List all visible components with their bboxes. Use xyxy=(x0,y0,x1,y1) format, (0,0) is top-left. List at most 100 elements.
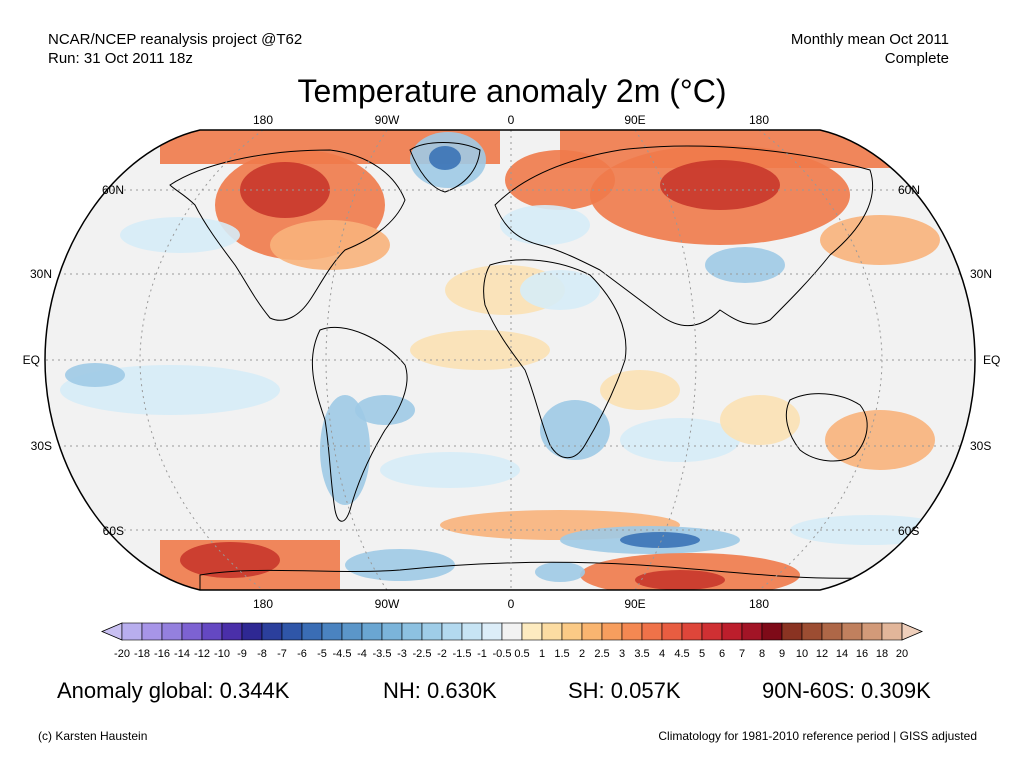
colorbar-tick-label: -3.5 xyxy=(373,648,392,660)
colorbar-tick-label: -3 xyxy=(397,648,407,660)
meridian-180e xyxy=(758,130,883,590)
anomaly-scandinavia-warm xyxy=(505,150,615,210)
anomaly-npacific-cool xyxy=(120,217,240,253)
axis-labels: 180 90W 0 90E 180 180 90W 0 90E 180 60N … xyxy=(23,113,1001,611)
anomaly-weddell-cool xyxy=(345,549,455,581)
map-area xyxy=(45,130,975,590)
colorbar-tick-label: -2 xyxy=(437,648,447,660)
colorbar-swatch xyxy=(541,622,563,641)
colorbar-swatch xyxy=(801,622,823,641)
lat-label-left-30n: 30N xyxy=(30,267,52,281)
colorbar-swatch xyxy=(621,622,643,641)
colorbar-swatch xyxy=(501,622,523,641)
colorbar-swatch xyxy=(141,622,163,641)
model-info: NCAR/NCEP reanalysis project @T62 xyxy=(48,31,303,48)
colorbar-swatch xyxy=(761,622,783,641)
anomaly-usa-warm xyxy=(270,220,390,270)
anomaly-africa-north-cool xyxy=(520,270,600,310)
coastline-south-america xyxy=(311,326,408,522)
globe-outline xyxy=(44,129,976,591)
coastline-australia xyxy=(785,393,868,462)
colorbar-swatch xyxy=(881,622,903,641)
status-info: Complete xyxy=(884,50,949,67)
lon-label-top-3: 90E xyxy=(624,113,645,127)
stat-sh: SH: 0.057K xyxy=(568,678,681,703)
header-right: Monthly mean Oct 2011 Complete xyxy=(791,30,949,68)
anomaly-antarctica-east-strong xyxy=(635,570,725,590)
colorbar-swatch xyxy=(341,622,363,641)
colorbar-swatch xyxy=(661,622,683,641)
colorbar-max-arrow xyxy=(901,622,924,641)
lon-label-top-0: 180 xyxy=(253,113,273,127)
lat-label-left-60n: 60N xyxy=(102,183,124,197)
colorbar-swatch xyxy=(321,622,343,641)
colorbar-tick-label: 3 xyxy=(619,648,625,660)
anomaly-australia-east-warm xyxy=(825,410,935,470)
stat-band: 90N-60S: 0.309K xyxy=(762,678,931,703)
lat-label-left-eq: EQ xyxy=(23,353,40,367)
colorbar-tick-label: 1.5 xyxy=(554,648,569,660)
run-info: Run: 31 Oct 2011 18z xyxy=(48,50,193,67)
colorbar-swatch xyxy=(681,622,703,641)
coastline-north-america xyxy=(169,149,406,321)
colorbar-swatch xyxy=(781,622,803,641)
colorbar-tick-label: 5 xyxy=(699,648,705,660)
colorbar-swatch xyxy=(181,622,203,641)
coastline-greenland xyxy=(409,142,481,193)
colorbar-swatch xyxy=(241,622,263,641)
colorbar-swatch xyxy=(701,622,723,641)
colorbar-tick-label: -8 xyxy=(257,648,267,660)
colorbar-swatch xyxy=(741,622,763,641)
colorbar-tick-label: -1.5 xyxy=(453,648,472,660)
lon-label-bottom-0: 180 xyxy=(253,597,273,611)
colorbar-swatch xyxy=(721,622,743,641)
colorbar-swatch xyxy=(121,622,143,641)
colorbar-min-arrow xyxy=(100,622,123,641)
colorbar-swatch xyxy=(381,622,403,641)
meridian-90e xyxy=(634,130,697,590)
colorbar-tick-label: -9 xyxy=(237,648,247,660)
colorbar-tick-label: 3.5 xyxy=(634,648,649,660)
colorbar-swatch xyxy=(441,622,463,641)
meridian-180w xyxy=(139,130,264,590)
colorbar: -20 -18 -16 -14 -12 -10 -9 -8 -7 -6 -5 -4.5 -4 -3.5 -3… xyxy=(100,622,924,660)
colorbar-swatch xyxy=(561,622,583,641)
colorbar-swatch xyxy=(481,622,503,641)
lon-label-top-2: 0 xyxy=(508,113,515,127)
lon-label-bottom-1: 90W xyxy=(375,597,400,611)
colorbar-tick-label: 2.5 xyxy=(594,648,609,660)
colorbar-swatch xyxy=(161,622,183,641)
colorbar-tick-label: -7 xyxy=(277,648,287,660)
colorbar-tick-label: -14 xyxy=(174,648,190,660)
colorbar-tick-label: -12 xyxy=(194,648,210,660)
colorbar-swatch xyxy=(461,622,483,641)
map-title: Temperature anomaly 2m (°C) xyxy=(297,73,727,109)
meridian-90w xyxy=(325,130,388,590)
colorbar-tick-label: -4 xyxy=(357,648,367,660)
anomaly-southern-ocean-strong xyxy=(620,532,700,548)
colorbar-swatch xyxy=(581,622,603,641)
colorbar-tick-label: -20 xyxy=(114,648,130,660)
lat-label-right-30n: 30N xyxy=(970,267,992,281)
lat-label-left-60s: 60S xyxy=(103,524,124,538)
lat-label-right-eq: EQ xyxy=(983,353,1000,367)
colorbar-swatch xyxy=(281,622,303,641)
graticule xyxy=(45,130,975,590)
credit: (c) Karsten Haustein xyxy=(38,729,148,743)
colorbar-swatch xyxy=(841,622,863,641)
anomaly-west-pacific-cool xyxy=(65,363,125,387)
colorbar-swatch xyxy=(521,622,543,641)
header-left: NCAR/NCEP reanalysis project @T62 Run: 3… xyxy=(48,30,302,68)
colorbar-tick-label: 14 xyxy=(836,648,848,660)
lat-label-right-60s: 60S xyxy=(898,524,919,538)
colorbar-swatch xyxy=(861,622,883,641)
colorbar-tick-label: 8 xyxy=(759,648,765,660)
lon-label-bottom-4: 180 xyxy=(749,597,769,611)
colorbar-swatch xyxy=(301,622,323,641)
lon-label-top-1: 90W xyxy=(375,113,400,127)
colorbar-tick-label: 6 xyxy=(719,648,725,660)
anomaly-south-africa-cool xyxy=(540,400,610,460)
colorbar-tick-label: 16 xyxy=(856,648,868,660)
colorbar-swatch xyxy=(361,622,383,641)
lat-label-right-30s: 30S xyxy=(970,439,991,453)
